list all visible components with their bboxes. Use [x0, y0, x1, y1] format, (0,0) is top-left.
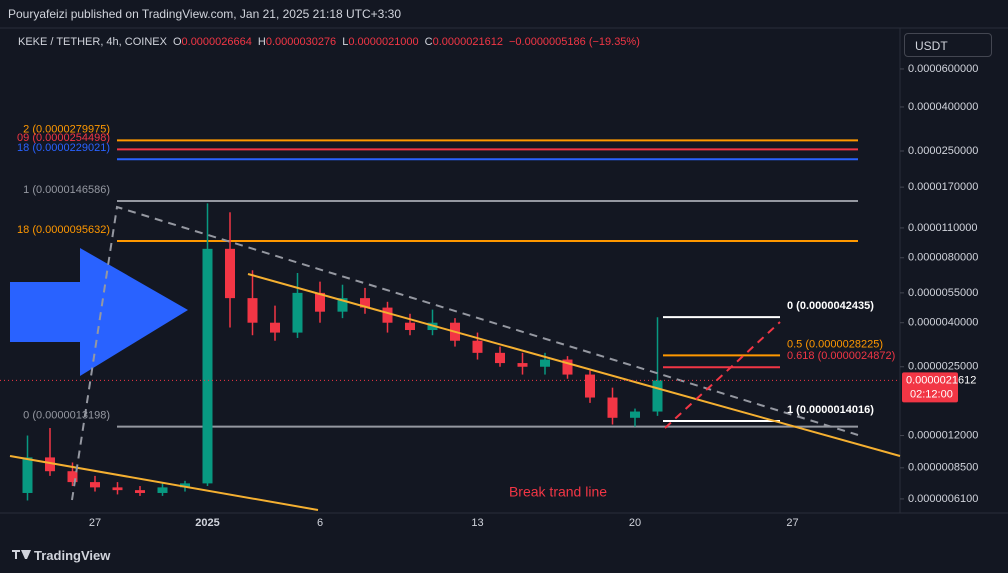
x-tick-label: 13: [471, 517, 483, 529]
x-tick-label: 27: [89, 517, 101, 529]
fib-label: 0.618 (0.0000024872): [787, 350, 895, 362]
candle-body: [360, 298, 370, 308]
marks: [22, 139, 858, 501]
y-tick-label: 0.0000600000: [908, 63, 978, 75]
candle-body: [292, 292, 303, 333]
x-tick-label: 20: [629, 517, 641, 529]
candle-body: [315, 292, 325, 312]
plot-bg: [0, 28, 1008, 513]
brand: TradingView: [34, 548, 111, 563]
candle-body: [382, 307, 393, 323]
fib-label: 09 (0.0000254498): [17, 132, 110, 144]
y-tick-label: 0.0000110000: [908, 222, 978, 234]
trend-line: [9, 455, 319, 511]
x-tick-label: 6: [317, 517, 323, 529]
candle-body: [180, 483, 190, 488]
projection-line: [664, 321, 781, 429]
candle-body: [337, 298, 348, 312]
candle-body: [630, 411, 640, 418]
x-tick-label: 2025: [195, 517, 219, 529]
y-tick-label: 0.0000250000: [908, 145, 978, 157]
candle-body: [585, 374, 595, 398]
y-tick-label: 0.0000055000: [908, 287, 978, 299]
y-tick-label: 0.0000008500: [908, 462, 978, 474]
published: Pouryafeizi published on TradingView.com…: [8, 7, 402, 21]
ohlc-key: H: [257, 36, 266, 48]
candle-body: [90, 482, 100, 488]
annotation: Break trand line: [509, 484, 607, 500]
ohlc: O0.0000026664 H0.0000030276 L0.0000021000 C…: [173, 36, 509, 48]
fib-label: 18 (0.0000229021): [17, 142, 110, 154]
change: −0.0000005186 (−19.35%): [508, 36, 640, 48]
candle-body: [472, 340, 483, 353]
ohlc-value: 0.0000026664: [181, 36, 252, 48]
candle-body: [225, 248, 235, 299]
candle-body: [405, 322, 415, 331]
candle-body: [67, 471, 78, 483]
arrow: [10, 248, 188, 376]
y-tick-label: 0.0000040000: [908, 317, 978, 329]
candle-body: [607, 397, 618, 418]
symbol: KEKE / TETHER, 4h, COINEX: [18, 36, 167, 48]
currency-button[interactable]: USDT: [904, 33, 992, 57]
fib-label: 18 (0.0000095632): [17, 224, 110, 236]
x-tick-label: 27: [786, 517, 798, 529]
y-tick-label: 0.0000170000: [908, 181, 978, 193]
fib-label: 0.5 (0.0000028225): [787, 338, 883, 350]
candle-body: [517, 363, 528, 367]
ohlc-value: 0.0000030276: [265, 36, 337, 48]
y-tick-label: 0.0000080000: [908, 252, 978, 264]
candle-body: [157, 487, 168, 493]
y-tick-label: 0.0000012000: [908, 429, 978, 441]
ohlc-value: 0.0000021000: [348, 36, 419, 48]
fib-label: 0 (0.0000013198): [23, 410, 110, 422]
candle-body: [652, 380, 663, 412]
candle-body: [22, 457, 33, 493]
y-tick-label: 0.0000006100: [908, 493, 978, 505]
candle-body: [112, 487, 123, 491]
price-box: [902, 372, 958, 403]
countdown: 02:12:00: [910, 388, 953, 400]
symbol-bar: KEKE / TETHER, 4h, COINEX O0.0000026664 H0…: [18, 36, 646, 48]
fib-label: 2 (0.0000279975): [23, 123, 110, 135]
ohlc-value: 0.0000021612: [432, 36, 503, 48]
candle-body: [495, 352, 505, 364]
candle-body: [135, 490, 145, 493]
logo: [12, 550, 31, 559]
candle-body: [270, 322, 280, 333]
ohlc-key: L: [342, 36, 349, 48]
y-tick-label: 0.0000400000: [908, 101, 978, 113]
candle-body: [562, 359, 573, 375]
ohlc-key: O: [172, 36, 182, 48]
ohlc-key: C: [424, 36, 433, 48]
fib-label: 0 (0.0000042435): [787, 300, 874, 312]
candle-body: [540, 359, 550, 367]
candle-body: [202, 248, 213, 484]
price-label: 0.0000021612: [906, 374, 976, 386]
fib-label: 1 (0.0000146586): [23, 184, 110, 196]
candle-body: [247, 298, 258, 323]
dashed-line: [71, 205, 859, 501]
y-tick-label: 0.0000025000: [908, 361, 978, 373]
candle-body: [45, 457, 55, 472]
fib-label: 1 (0.0000014016): [787, 404, 874, 416]
trend-line: [247, 273, 901, 457]
